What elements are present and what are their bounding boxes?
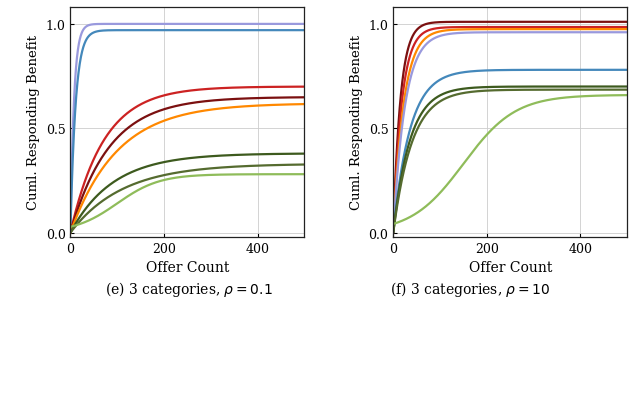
Text: (f) 3 categories, $\rho = 10$: (f) 3 categories, $\rho = 10$	[390, 279, 550, 298]
X-axis label: Offer Count: Offer Count	[468, 261, 552, 274]
Y-axis label: Cuml. Responding Benefit: Cuml. Responding Benefit	[27, 36, 40, 210]
Y-axis label: Cuml. Responding Benefit: Cuml. Responding Benefit	[350, 36, 363, 210]
X-axis label: Offer Count: Offer Count	[146, 261, 229, 274]
Text: (e) 3 categories, $\rho = 0.1$: (e) 3 categories, $\rho = 0.1$	[105, 279, 273, 298]
